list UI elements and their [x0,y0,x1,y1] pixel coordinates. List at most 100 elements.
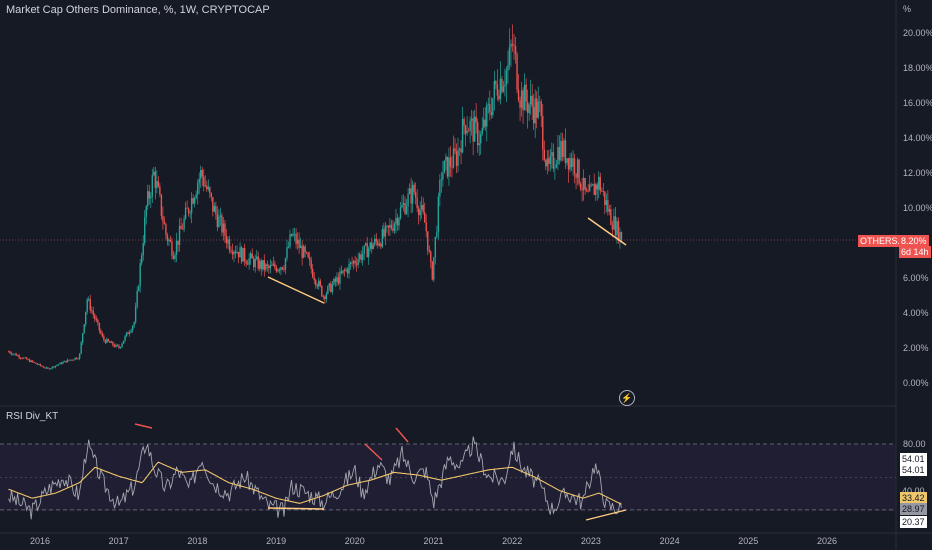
candle-body [193,198,196,204]
candle-body [321,285,323,297]
candle-body [160,194,163,216]
candle-body [475,116,477,123]
price-axis-label: 14.00% [903,133,932,143]
candle-body [38,363,40,365]
candle-body [289,234,291,247]
candle-body [30,360,32,363]
candle-body [510,43,512,48]
candle-body [32,360,34,363]
time-axis-label: 2021 [423,536,443,546]
candle-body [610,209,612,226]
candle-body [480,134,482,144]
candle-body [283,269,285,270]
candle-body [81,333,84,343]
candle-body [98,322,101,331]
candle-body [296,239,299,244]
candle-body [592,184,594,186]
candle-body [7,351,10,353]
candle-body [142,243,144,256]
candle-body [192,198,194,204]
candle-body [78,353,81,359]
candle-body [523,84,526,111]
candle-body [268,265,270,269]
candle-body [390,224,393,229]
candle-body [532,106,535,124]
price-axis-label: 6.00% [903,273,929,283]
candle-body [315,280,317,285]
candle-body [113,345,116,347]
candle-body [555,164,558,168]
candle-body [80,342,82,354]
candle-body [443,160,446,174]
candle-body [337,277,340,284]
candle-body [63,360,66,362]
candle-body [514,45,517,54]
candle-body [499,78,502,100]
time-axis-label: 2019 [266,536,286,546]
candle-body [614,216,617,236]
candle-body [339,271,341,284]
candle-body [358,254,361,259]
candle-body [100,330,102,334]
candle-body [411,184,414,204]
candle-body [513,45,515,46]
rsi-low-tag: 20.37 [900,516,927,528]
indicator-title[interactable]: RSI Div_KT [6,411,59,422]
candle-body [327,286,329,294]
candle-body [104,340,107,343]
candle-body [222,223,225,233]
candle-body [579,183,582,189]
candle-body [396,217,399,226]
candle-body [449,157,452,167]
candle-body [18,355,20,358]
candle-body [224,223,226,236]
candle-body [377,241,379,246]
candle-body [128,332,131,335]
candle-body [414,192,417,198]
candle-body [151,175,153,197]
candle-body [584,178,586,190]
candle-body [448,157,450,177]
candle-body [50,368,52,370]
candle-body [277,269,279,272]
candle-body [596,184,598,190]
time-axis-label: 2017 [109,536,129,546]
candle-body [41,365,43,367]
candle-body [582,178,585,191]
candle-body [455,151,458,166]
candle-body [139,263,141,286]
candle-body [325,293,328,300]
candle-body [601,190,603,192]
candle-body [490,112,493,115]
candle-body [545,160,547,167]
candle-body [578,159,580,184]
rsi-bearish-divergence [364,443,383,461]
rsi-ma-tag: 33.42 [900,492,927,504]
candle-body [395,217,397,224]
candle-body [302,246,305,258]
candle-body [44,367,46,369]
candle-body [481,128,483,135]
candle-body [245,261,247,264]
candle-body [134,306,137,323]
candle-body [520,90,523,108]
candle-body [130,330,132,333]
candle-body [15,353,17,356]
candle-body [617,221,620,241]
candle-body [62,361,64,364]
candle-body [575,173,577,178]
candle-body [239,247,241,258]
candle-body [212,197,214,212]
candle-body [529,95,532,105]
candle-body [605,200,608,205]
candle-body [374,238,376,245]
candle-body [371,242,373,250]
candle-body [189,212,191,214]
candle-body [437,196,440,233]
candle-body [59,362,61,365]
lightning-icon[interactable]: ⚡ [619,390,635,406]
candle-body [304,246,306,253]
candle-body [430,251,432,263]
candle-body [319,280,321,286]
